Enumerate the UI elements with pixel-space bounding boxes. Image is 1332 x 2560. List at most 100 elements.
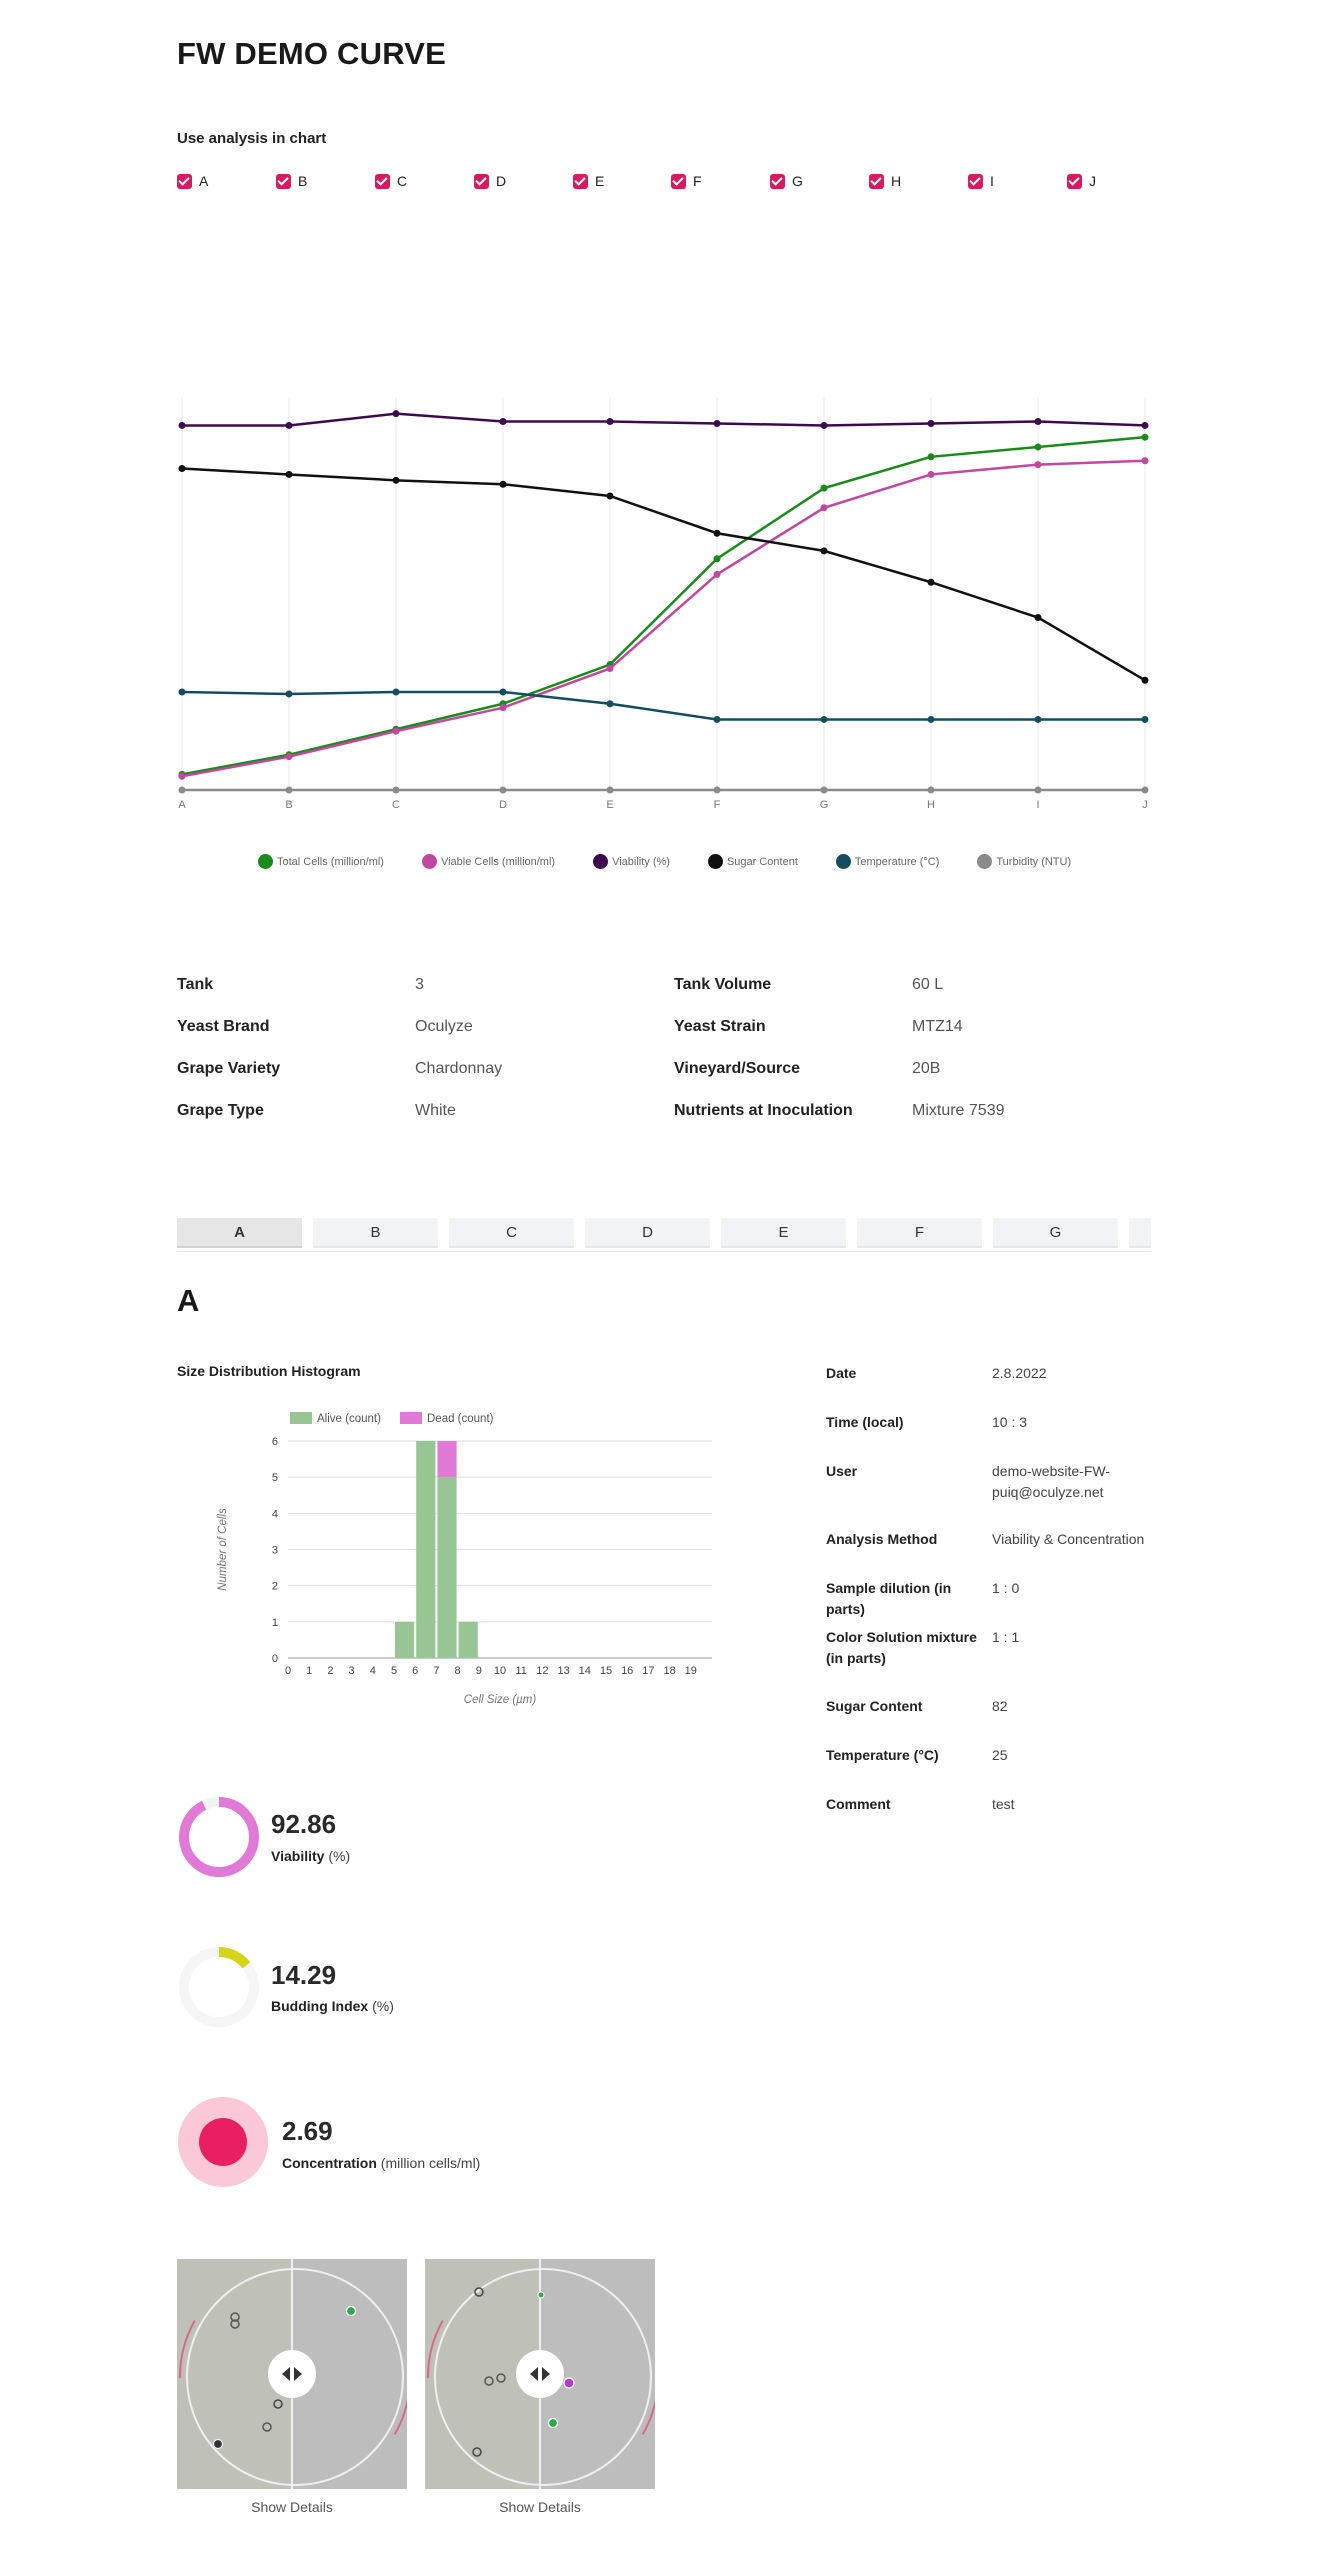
x-tick-label: 7 <box>433 1665 439 1677</box>
detail-label: Time (local) <box>826 1414 904 1430</box>
y-tick-label: 2 <box>272 1581 278 1593</box>
filter-checkbox-j[interactable]: J <box>1067 173 1096 189</box>
y-tick-label: 5 <box>272 1472 278 1484</box>
detail-value: 1 : 1 <box>992 1629 1020 1645</box>
x-tick-label: 2 <box>327 1665 333 1677</box>
data-point <box>1141 433 1149 441</box>
filter-checkbox-e[interactable]: E <box>573 173 604 189</box>
data-point <box>285 470 293 478</box>
x-tick-label: B <box>285 799 292 811</box>
x-tick-label: F <box>714 799 721 811</box>
legend-item-total-cells[interactable]: Total Cells (million/ml) <box>258 854 384 869</box>
data-point <box>178 465 186 473</box>
tab-d[interactable]: D <box>585 1218 710 1248</box>
concentration-metric: 2.69 Concentration (million cells/ml) <box>177 2096 517 2188</box>
detail-label: Temperature (°C) <box>826 1747 939 1763</box>
histogram-legend-label: Alive (count) <box>317 1413 381 1425</box>
data-point <box>392 786 400 794</box>
legend-item-sugar-content[interactable]: Sugar Content <box>707 854 798 869</box>
viability-gauge <box>179 1797 259 1877</box>
histogram-legend-label: Dead (count) <box>427 1413 494 1425</box>
detail-label: Sample dilution (in parts) <box>826 1580 952 1617</box>
info-value: Mixture 7539 <box>912 1102 1005 1119</box>
budding-index-value: 14.29 <box>271 1960 337 1990</box>
data-point <box>392 476 400 484</box>
data-point <box>606 418 614 426</box>
checkbox-checked-icon <box>177 173 192 189</box>
tab-a[interactable]: A <box>177 1218 302 1248</box>
data-point <box>820 786 828 794</box>
tab-more[interactable] <box>1129 1218 1151 1248</box>
histogram-bar <box>416 1441 436 1658</box>
info-label: Tank <box>177 976 214 993</box>
filter-checkbox-d[interactable]: D <box>474 173 506 189</box>
data-point <box>499 786 507 794</box>
filter-checkbox-g[interactable]: G <box>770 173 803 189</box>
data-point <box>285 786 293 794</box>
x-tick-label: 16 <box>621 1665 633 1677</box>
x-tick-label: 0 <box>285 1665 291 1677</box>
concentration-value: 2.69 <box>282 2116 333 2146</box>
info-label: Nutrients at Inoculation <box>674 1102 853 1119</box>
x-tick-label: J <box>1142 799 1148 811</box>
filter-checkbox-a[interactable]: A <box>177 173 208 189</box>
legend-item-temperature[interactable]: Temperature (°C) <box>835 854 939 869</box>
analysis-filter: A B C D E F G H I J <box>177 173 1157 193</box>
data-point <box>606 664 614 672</box>
checkbox-checked-icon <box>474 173 489 189</box>
compare-slider-handle[interactable] <box>268 2350 316 2398</box>
x-tick-label: 4 <box>370 1665 376 1677</box>
legend-marker <box>977 854 993 869</box>
budding-index-gauge <box>179 1947 259 2027</box>
tab-c[interactable]: C <box>449 1218 574 1248</box>
data-point <box>1141 715 1149 723</box>
info-label: Grape Type <box>177 1102 264 1119</box>
tab-f[interactable]: F <box>857 1218 982 1248</box>
detail-label: Date <box>826 1365 857 1381</box>
legend-marker <box>835 854 851 869</box>
detail-label: Analysis Method <box>826 1531 938 1547</box>
checkbox-checked-icon <box>573 173 588 189</box>
concentration-label: Concentration (million cells/ml) <box>282 2155 481 2171</box>
x-tick-label: 9 <box>476 1665 482 1677</box>
detail-value: 2.8.2022 <box>992 1365 1047 1381</box>
tab-e[interactable]: E <box>721 1218 846 1248</box>
tab-b[interactable]: B <box>313 1218 438 1248</box>
data-point <box>285 421 293 429</box>
legend-item-viable-cells[interactable]: Viable Cells (million/ml) <box>421 854 555 869</box>
data-point <box>1141 421 1149 429</box>
x-tick-label: 10 <box>494 1665 506 1677</box>
legend-item-turbidity[interactable]: Turbidity (NTU) <box>977 854 1071 869</box>
filter-checkbox-b[interactable]: B <box>276 173 307 189</box>
data-point <box>1141 786 1149 794</box>
detail-label: User <box>826 1463 858 1479</box>
checkbox-checked-icon <box>869 173 884 189</box>
gauge-fill <box>179 1947 259 2027</box>
filter-checkbox-i[interactable]: I <box>968 173 994 189</box>
show-details-link-1[interactable]: Show Details <box>251 2499 333 2515</box>
compare-slider-handle[interactable] <box>516 2350 564 2398</box>
y-axis-title: Number of Cells <box>217 1508 229 1591</box>
legend-item-viability[interactable]: Viability (%) <box>593 854 670 869</box>
filter-checkbox-f[interactable]: F <box>671 173 702 189</box>
show-details-link-2[interactable]: Show Details <box>499 2499 581 2515</box>
data-point <box>1034 786 1042 794</box>
data-point <box>1034 443 1042 451</box>
detail-label: Comment <box>826 1796 891 1812</box>
microscope-image-comparison-2[interactable] <box>425 2259 655 2489</box>
filter-checkbox-h[interactable]: H <box>869 173 901 189</box>
microscope-image-comparison-1[interactable] <box>177 2259 407 2489</box>
checkbox-checked-icon <box>671 173 686 189</box>
legend-marker <box>421 854 437 869</box>
y-tick-label: 4 <box>272 1508 278 1520</box>
filter-checkbox-c[interactable]: C <box>375 173 407 189</box>
x-tick-label: 14 <box>579 1665 591 1677</box>
info-value: MTZ14 <box>912 1018 963 1035</box>
series-line-3 <box>181 467 1146 682</box>
x-tick-label: A <box>178 799 186 811</box>
checkbox-checked-icon <box>770 173 785 189</box>
detail-label: Sugar Content <box>826 1698 923 1714</box>
tab-g[interactable]: G <box>993 1218 1118 1248</box>
x-tick-label: 13 <box>557 1665 569 1677</box>
